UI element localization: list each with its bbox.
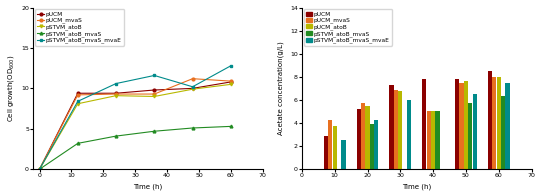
pSTVM_atoB: [228, 83, 234, 85]
Legend: pUCM, pUCM_mvaS, pUCM_atoB, pSTVM_atoB_mvaS, pSTVM_atoB_mvaS_mvaE: pUCM, pUCM_mvaS, pUCM_atoB, pSTVM_atoB_m…: [304, 9, 392, 46]
pUCM_mvaS: [36, 168, 43, 170]
Bar: [505, 83, 510, 169]
Bar: [357, 109, 361, 169]
pSTVM_atoB_mvaS_mvaE: [36, 168, 43, 170]
Y-axis label: Cell growth(OD$_{600}$): Cell growth(OD$_{600}$): [5, 55, 16, 122]
pUCM: [228, 81, 234, 83]
Bar: [468, 103, 472, 169]
pUCM: [189, 87, 196, 90]
pSTVM_atoB: [151, 95, 157, 98]
pSTVM_atoB_mvaS: [228, 125, 234, 128]
Bar: [459, 83, 464, 169]
pSTVM_atoB_mvaS: [75, 142, 81, 144]
Bar: [488, 71, 492, 169]
Bar: [341, 140, 346, 169]
pUCM_mvaS: [228, 80, 234, 82]
pSTVM_atoB: [113, 94, 120, 97]
Bar: [365, 106, 370, 169]
Bar: [501, 96, 505, 169]
Bar: [394, 90, 398, 169]
pUCM: [113, 92, 120, 94]
Y-axis label: Acetate concentration(g/L): Acetate concentration(g/L): [278, 42, 285, 135]
Bar: [333, 126, 337, 169]
pSTVM_atoB_mvaS_mvaE: [75, 100, 81, 103]
Line: pSTVM_atoB_mvaS_mvaE: pSTVM_atoB_mvaS_mvaE: [38, 64, 232, 171]
Bar: [455, 79, 459, 169]
Bar: [436, 112, 440, 169]
Bar: [324, 136, 328, 169]
pUCM: [36, 168, 43, 170]
pUCM_mvaS: [113, 93, 120, 95]
pUCM_mvaS: [75, 94, 81, 96]
Line: pSTVM_atoB_mvaS: pSTVM_atoB_mvaS: [38, 125, 232, 171]
Bar: [374, 120, 379, 169]
pUCM: [75, 92, 81, 94]
Line: pUCM_mvaS: pUCM_mvaS: [38, 77, 232, 171]
Line: pUCM: pUCM: [38, 81, 232, 171]
pSTVM_atoB_mvaS: [189, 127, 196, 129]
Bar: [407, 100, 411, 169]
Bar: [361, 103, 365, 169]
pSTVM_atoB_mvaS_mvaE: [151, 74, 157, 77]
X-axis label: Time (h): Time (h): [402, 184, 431, 191]
pSTVM_atoB_mvaS_mvaE: [228, 64, 234, 67]
Bar: [370, 124, 374, 169]
Bar: [390, 85, 394, 169]
pUCM_mvaS: [151, 93, 157, 95]
pUCM_mvaS: [189, 77, 196, 80]
Bar: [464, 82, 468, 169]
Bar: [422, 79, 426, 169]
Bar: [497, 77, 501, 169]
pSTVM_atoB_mvaS: [36, 168, 43, 170]
Bar: [398, 91, 403, 169]
Bar: [492, 77, 497, 169]
pSTVM_atoB_mvaS: [113, 135, 120, 137]
pSTVM_atoB: [75, 103, 81, 105]
pSTVM_atoB: [189, 88, 196, 90]
Bar: [328, 120, 332, 169]
pSTVM_atoB_mvaS_mvaE: [113, 82, 120, 85]
pSTVM_atoB_mvaS_mvaE: [189, 86, 196, 88]
pUCM: [151, 89, 157, 91]
Bar: [426, 112, 431, 169]
Line: pSTVM_atoB: pSTVM_atoB: [38, 83, 232, 171]
Legend: pUCM, pUCM_mvaS, pSTVM_atoB, pSTVM_atoB_mvaS, pSTVM_atoB_mvaS_mvaE: pUCM, pUCM_mvaS, pSTVM_atoB, pSTVM_atoB_…: [35, 9, 124, 46]
pSTVM_atoB_mvaS: [151, 130, 157, 132]
X-axis label: Time (h): Time (h): [133, 184, 163, 191]
Bar: [431, 112, 436, 169]
pSTVM_atoB: [36, 168, 43, 170]
Bar: [473, 94, 477, 169]
